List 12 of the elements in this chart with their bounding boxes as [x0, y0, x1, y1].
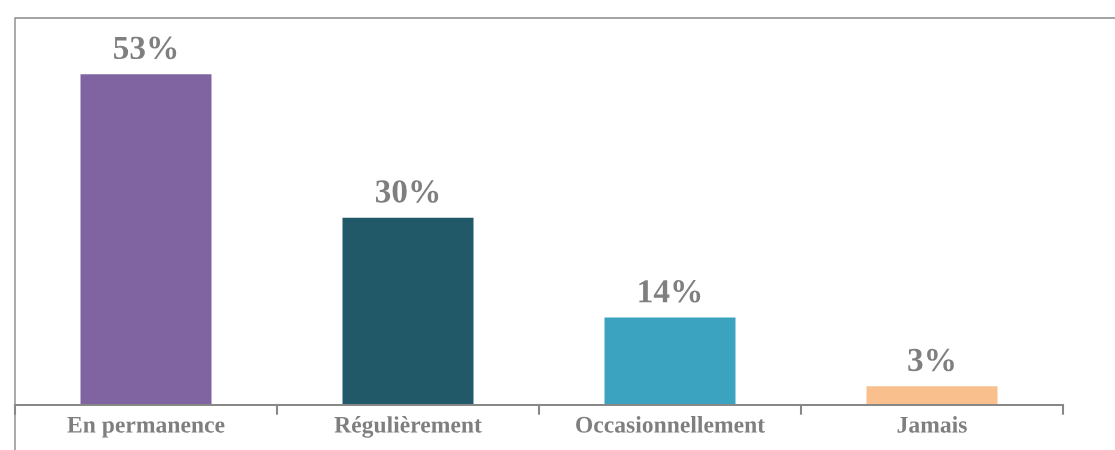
data-label: 3%: [908, 348, 954, 372]
bar: [80, 74, 212, 405]
x-tick-label: Régulièrement: [334, 416, 482, 438]
x-tick-label: Occasionnellement: [576, 416, 765, 433]
bar: [866, 386, 998, 405]
bar: [342, 217, 474, 405]
x-tick-label: En permanence: [67, 417, 225, 438]
x-tick-label: Jamais: [897, 416, 967, 433]
data-label: 14%: [639, 280, 701, 303]
data-label: 30%: [375, 180, 439, 203]
data-label: 53%: [114, 36, 177, 60]
bar: [604, 317, 736, 405]
